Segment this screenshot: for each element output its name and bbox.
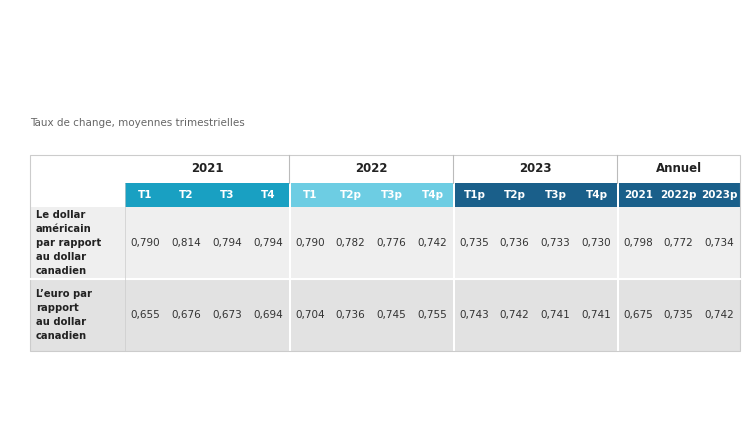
Text: 2022p: 2022p — [660, 190, 697, 200]
Bar — [371, 183, 412, 207]
Bar — [453, 207, 455, 279]
Text: 0,741: 0,741 — [541, 310, 570, 320]
Text: 0,776: 0,776 — [376, 238, 406, 248]
Text: T2p: T2p — [340, 190, 362, 200]
Bar — [619, 183, 658, 207]
Bar — [248, 183, 289, 207]
Text: 0,676: 0,676 — [172, 310, 201, 320]
Text: T4p: T4p — [586, 190, 608, 200]
Bar — [289, 279, 291, 351]
Text: T1: T1 — [303, 190, 318, 200]
Text: 0,694: 0,694 — [254, 310, 284, 320]
Text: 0,673: 0,673 — [213, 310, 242, 320]
Text: T1p: T1p — [464, 190, 485, 200]
Bar — [30, 155, 740, 183]
Text: 0,742: 0,742 — [500, 310, 530, 320]
Text: Annuel: Annuel — [656, 162, 701, 176]
Text: 0,790: 0,790 — [130, 238, 160, 248]
Text: T3: T3 — [220, 190, 235, 200]
Text: 0,794: 0,794 — [213, 238, 242, 248]
Text: 0,675: 0,675 — [624, 310, 653, 320]
Text: 0,794: 0,794 — [254, 238, 284, 248]
Bar — [30, 279, 740, 351]
Bar — [30, 207, 740, 279]
Bar — [658, 183, 699, 207]
Bar — [455, 183, 494, 207]
Text: 0,741: 0,741 — [582, 310, 611, 320]
Text: 0,782: 0,782 — [336, 238, 365, 248]
Bar — [289, 207, 291, 279]
Text: Taux de change, moyennes trimestrielles: Taux de change, moyennes trimestrielles — [30, 118, 245, 128]
Text: T3p: T3p — [380, 190, 403, 200]
Text: T4: T4 — [261, 190, 276, 200]
Text: T2p: T2p — [503, 190, 526, 200]
Text: 2021: 2021 — [624, 190, 653, 200]
Text: 0,655: 0,655 — [130, 310, 160, 320]
Bar — [535, 183, 576, 207]
Text: 2022: 2022 — [355, 162, 387, 176]
Text: 0,735: 0,735 — [664, 310, 693, 320]
Text: T1: T1 — [138, 190, 153, 200]
Text: 2023: 2023 — [519, 162, 551, 176]
Text: 0,735: 0,735 — [460, 238, 489, 248]
Bar — [291, 183, 330, 207]
Text: 0,736: 0,736 — [336, 310, 365, 320]
Bar — [699, 183, 740, 207]
Text: 0,734: 0,734 — [705, 238, 734, 248]
Bar — [617, 279, 619, 351]
Bar — [494, 183, 535, 207]
Text: L’euro par
rapport
au dollar
canadien: L’euro par rapport au dollar canadien — [36, 289, 92, 341]
Text: 0,814: 0,814 — [172, 238, 201, 248]
Text: 0,743: 0,743 — [460, 310, 489, 320]
Bar — [166, 183, 207, 207]
Bar — [207, 183, 248, 207]
Bar — [330, 183, 371, 207]
Text: 0,704: 0,704 — [296, 310, 326, 320]
Text: Le dollar
américain
par rapport
au dollar
canadien: Le dollar américain par rapport au dolla… — [36, 210, 101, 276]
Text: 0,742: 0,742 — [418, 238, 447, 248]
Bar — [453, 279, 455, 351]
Text: 0,798: 0,798 — [624, 238, 653, 248]
Text: T4p: T4p — [422, 190, 443, 200]
Bar — [576, 183, 617, 207]
Text: T3p: T3p — [544, 190, 566, 200]
Text: 0,755: 0,755 — [418, 310, 447, 320]
Text: 0,790: 0,790 — [296, 238, 326, 248]
Text: 0,733: 0,733 — [541, 238, 570, 248]
Text: 0,736: 0,736 — [500, 238, 530, 248]
Text: T2: T2 — [179, 190, 194, 200]
Bar — [125, 183, 166, 207]
Text: 0,742: 0,742 — [705, 310, 734, 320]
Text: 2023p: 2023p — [701, 190, 738, 200]
Text: 0,772: 0,772 — [664, 238, 693, 248]
Bar — [412, 183, 453, 207]
Bar — [617, 207, 619, 279]
Text: 0,745: 0,745 — [376, 310, 406, 320]
Text: 2021: 2021 — [190, 162, 224, 176]
Bar — [30, 155, 740, 351]
Text: 0,730: 0,730 — [582, 238, 611, 248]
